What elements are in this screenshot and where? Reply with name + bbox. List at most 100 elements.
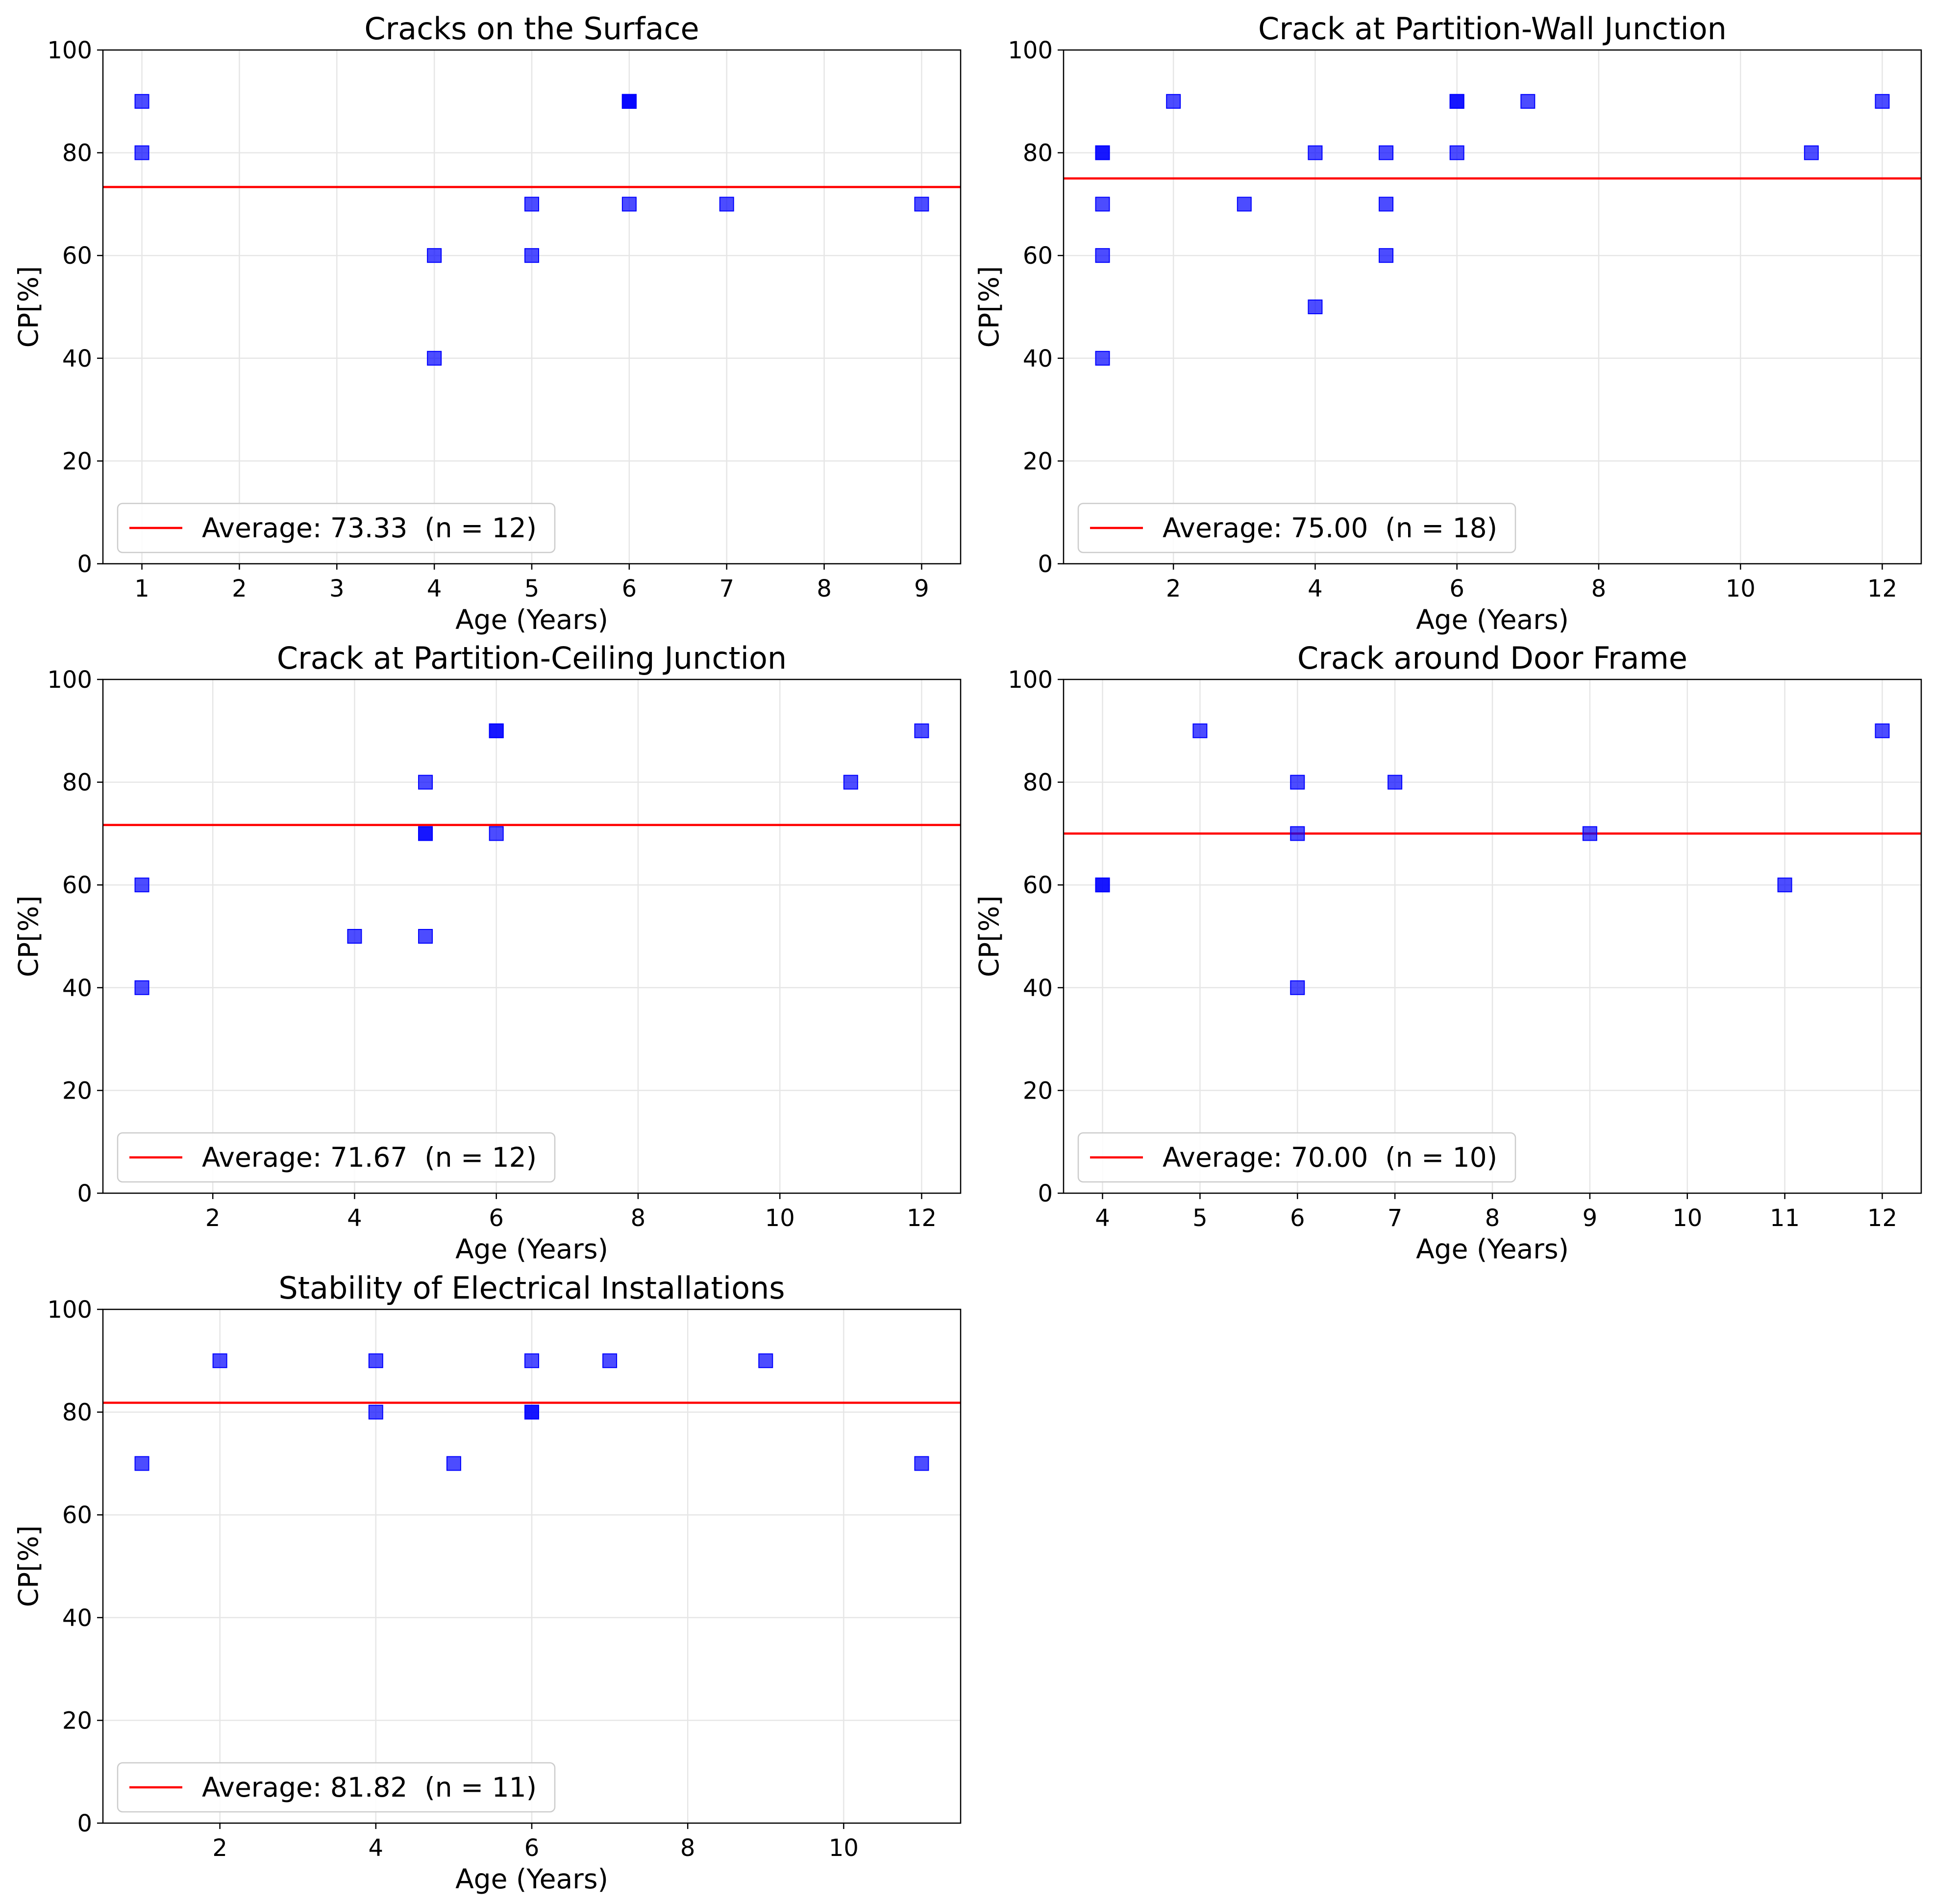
- x-tick-label: 2: [205, 1204, 221, 1232]
- y-tick-label: 100: [47, 1296, 92, 1324]
- data-point: [719, 197, 734, 212]
- y-tick-label: 80: [62, 140, 92, 167]
- y-axis-label: CP[%]: [973, 266, 1005, 348]
- x-tick-label: 4: [347, 1204, 362, 1232]
- legend-box: [1077, 502, 1516, 553]
- x-tick-label: 12: [907, 1204, 937, 1232]
- data-point: [1388, 775, 1403, 790]
- x-axis-label: Age (Years): [1416, 1233, 1569, 1265]
- data-point: [489, 826, 504, 841]
- data-point: [1875, 94, 1890, 109]
- data-point: [1290, 826, 1305, 841]
- subplot-3: 2 4 6 8 10 12 0 20 40 60 80 100 Crack at Partition-C…: [13, 640, 962, 1265]
- data-point: [843, 775, 858, 790]
- legend-label: Average: 71.67 (n = 12): [202, 1142, 537, 1173]
- y-tick-label: 20: [62, 1077, 92, 1104]
- y-axis-label: CP[%]: [13, 896, 44, 977]
- y-tick-label: 80: [62, 769, 92, 797]
- y-tick-label: 100: [1008, 666, 1053, 694]
- data-point: [1449, 145, 1464, 160]
- legend: Average: 70.00 (n = 10): [1077, 1132, 1516, 1183]
- x-tick-label: 4: [1095, 1204, 1110, 1232]
- y-tick-label: 20: [1023, 1077, 1053, 1104]
- data-point: [524, 248, 539, 263]
- data-point: [446, 1456, 461, 1471]
- legend-box: [117, 1762, 556, 1813]
- data-point: [418, 775, 433, 790]
- axes-frame: [1063, 49, 1922, 565]
- x-axis-label: Age (Years): [1416, 604, 1569, 635]
- y-tick-label: 40: [1023, 345, 1053, 373]
- x-tick-label: 8: [680, 1834, 695, 1862]
- y-axis-label: CP[%]: [13, 1526, 44, 1607]
- y-tick-label: 60: [62, 872, 92, 899]
- data-point: [212, 1353, 227, 1368]
- x-tick-label: 8: [817, 575, 832, 602]
- data-point: [914, 723, 929, 738]
- y-tick-label: 60: [62, 1502, 92, 1529]
- subplot-2: 2 4 6 8 10 12 0 20 40 60 80 100 Crack at Partition-W…: [973, 11, 1922, 635]
- y-tick-label: 80: [1023, 140, 1053, 167]
- x-tick-label: 8: [1591, 575, 1607, 602]
- chart-title: Cracks on the Surface: [364, 11, 699, 47]
- legend-box: [117, 502, 556, 553]
- y-tick-label: 60: [62, 242, 92, 270]
- x-tick-label: 10: [1672, 1204, 1702, 1232]
- data-point: [1804, 145, 1819, 160]
- data-point: [368, 1353, 383, 1368]
- data-point: [1095, 877, 1110, 893]
- data-point: [1192, 723, 1208, 738]
- x-tick-label: 7: [719, 575, 734, 602]
- legend-label: Average: 81.82 (n = 11): [202, 1772, 537, 1803]
- x-tick-label: 8: [1485, 1204, 1500, 1232]
- data-point: [1290, 980, 1305, 995]
- legend: Average: 73.33 (n = 12): [117, 502, 556, 553]
- x-axis-label: Age (Years): [455, 1863, 608, 1895]
- data-point: [1379, 248, 1394, 263]
- data-point: [524, 197, 539, 212]
- data-point: [1582, 826, 1597, 841]
- x-tick-label: 12: [1867, 575, 1897, 602]
- chart-title: Crack at Partition-Wall Junction: [1258, 11, 1727, 47]
- data-point: [368, 1404, 383, 1420]
- data-point: [1449, 94, 1464, 109]
- data-point: [914, 1456, 929, 1471]
- x-tick-label: 1: [134, 575, 149, 602]
- x-tick-label: 10: [1726, 575, 1756, 602]
- data-point: [914, 197, 929, 212]
- y-tick-label: 0: [77, 551, 92, 578]
- x-tick-label: 3: [329, 575, 345, 602]
- data-point: [427, 351, 442, 366]
- y-tick-label: 40: [62, 345, 92, 373]
- data-point: [758, 1353, 773, 1368]
- chart-title: Stability of Electrical Installations: [278, 1270, 785, 1306]
- x-tick-label: 10: [829, 1834, 859, 1862]
- data-point: [1520, 94, 1536, 109]
- x-axis-label: Age (Years): [455, 1233, 608, 1265]
- x-tick-label: 8: [631, 1204, 646, 1232]
- legend-label: Average: 70.00 (n = 10): [1163, 1142, 1497, 1173]
- chart-title: Crack at Partition-Ceiling Junction: [277, 640, 787, 676]
- x-tick-label: 7: [1388, 1204, 1403, 1232]
- subplot-4: 4 5 6 7 8 9 10 11 12 0 20 40 60 80 100 Crack around Doo…: [973, 640, 1922, 1265]
- data-point: [1308, 300, 1323, 314]
- data-point: [418, 826, 433, 841]
- data-point: [1308, 145, 1323, 160]
- y-tick-label: 20: [1023, 448, 1053, 475]
- y-tick-label: 100: [1008, 37, 1053, 64]
- data-point: [1095, 248, 1110, 263]
- x-tick-label: 5: [1192, 1204, 1208, 1232]
- x-tick-label: 2: [1166, 575, 1181, 602]
- y-tick-label: 20: [62, 448, 92, 475]
- data-point: [134, 877, 149, 893]
- x-tick-label: 6: [524, 1834, 540, 1862]
- y-tick-label: 0: [1038, 1180, 1053, 1207]
- data-point: [602, 1353, 618, 1368]
- data-point: [1095, 197, 1110, 212]
- x-tick-label: 9: [1583, 1204, 1598, 1232]
- data-point: [134, 980, 149, 995]
- data-point: [1095, 145, 1110, 160]
- data-point: [134, 1456, 149, 1471]
